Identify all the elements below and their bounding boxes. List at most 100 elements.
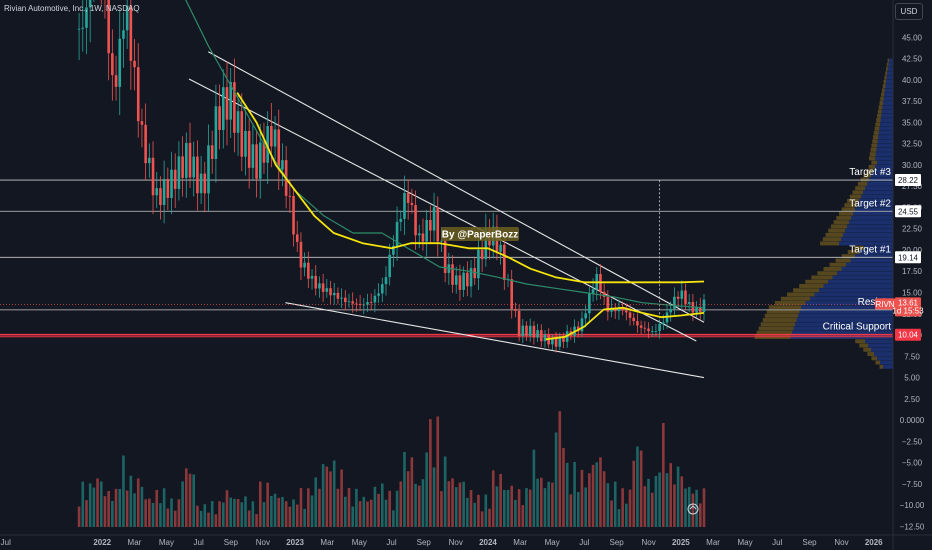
- volume-bar: [665, 473, 669, 527]
- volume-profile-bar: [865, 186, 893, 191]
- volume-bars: [77, 411, 706, 527]
- volume-bar: [517, 489, 521, 527]
- candle-body: [273, 129, 277, 147]
- candle-body: [380, 284, 384, 294]
- x-tick-label: Nov: [256, 538, 270, 547]
- volume-profile-accent: [839, 211, 853, 216]
- volume-bar: [377, 493, 380, 527]
- volume-profile-bar: [873, 169, 893, 174]
- volume-profile-bar: [875, 156, 893, 161]
- x-tick-label: May: [352, 538, 367, 547]
- candle-body: [662, 322, 665, 324]
- volume-profile-bar: [887, 67, 893, 72]
- volume-bar: [118, 488, 122, 527]
- volume-bar: [536, 478, 539, 527]
- y-tick-label: 37.50: [902, 97, 923, 106]
- candle-body: [514, 309, 517, 311]
- volume-profile-accent: [817, 271, 837, 276]
- candle-body: [517, 310, 521, 337]
- volume-bar: [284, 501, 288, 527]
- volume-bar: [355, 488, 358, 527]
- y-tick-label: 7.50: [904, 352, 920, 361]
- volume-profile-accent: [836, 215, 851, 220]
- volume-bar: [599, 457, 602, 527]
- x-tick-label: May: [738, 538, 753, 547]
- x-tick-label: Sep: [609, 538, 624, 547]
- volume-bar: [410, 457, 414, 527]
- candle-body: [366, 302, 369, 305]
- volume-profile-bar: [841, 266, 893, 271]
- volume-profile-bar: [839, 241, 893, 246]
- volume-profile-accent: [828, 228, 845, 233]
- watermark-label: By @PaperBozz: [441, 227, 519, 241]
- volume-profile-bar: [846, 262, 893, 267]
- volume-bar: [225, 490, 229, 527]
- candle-body: [617, 308, 621, 312]
- candle-body: [81, 27, 85, 29]
- candle-body: [325, 288, 329, 292]
- volume-bar: [421, 479, 425, 527]
- resistance-label: Resista: [858, 297, 892, 308]
- volume-bar: [155, 489, 159, 527]
- volume-bar: [369, 499, 373, 527]
- volume-bar: [451, 478, 454, 527]
- candle-body: [606, 296, 610, 312]
- ma-green-line: [185, 0, 705, 309]
- volume-bar: [310, 495, 314, 527]
- volume-profile-bar: [845, 228, 893, 233]
- volume-bar: [488, 508, 491, 527]
- candle-body: [536, 330, 539, 338]
- replay-icon[interactable]: [687, 503, 699, 515]
- candle-body: [310, 275, 314, 279]
- target3-label: Target #3: [849, 167, 891, 178]
- candle-body: [303, 262, 306, 268]
- level-annotations: 28.22 Target #3 24.55 Target #2 19.14 Target …: [0, 167, 924, 341]
- volume-profile-accent: [859, 343, 868, 348]
- target3-price-tag: [895, 174, 921, 187]
- volume-profile-accent: [877, 109, 882, 114]
- candle-body: [554, 337, 558, 347]
- candle-body: [77, 28, 81, 30]
- volume-profile-accent: [841, 254, 855, 259]
- volume-profile-accent: [847, 198, 859, 203]
- volume-profile-accent: [835, 258, 851, 263]
- candle-body: [477, 249, 480, 279]
- volume-bar: [218, 501, 221, 527]
- volume-profile-accent: [863, 173, 871, 178]
- volume-profile-bar: [853, 211, 893, 216]
- volume-bar: [199, 510, 203, 527]
- volume-profile-bar: [855, 207, 893, 212]
- candle-body: [510, 279, 514, 310]
- volume-profile-accent: [780, 296, 810, 301]
- volume-profile-bar: [877, 356, 893, 361]
- volume-bar: [196, 505, 199, 527]
- volume-profile-accent: [793, 288, 819, 293]
- candle-body: [314, 275, 318, 289]
- candle-body: [266, 126, 269, 163]
- current-price-tag: [895, 297, 921, 317]
- volume-bar: [336, 488, 340, 527]
- volume-bar: [392, 510, 395, 527]
- volume-profile-bar: [805, 301, 893, 305]
- currency-button[interactable]: USD: [895, 3, 923, 20]
- candle-body: [443, 240, 447, 273]
- critical-label: Critical Support: [823, 322, 892, 333]
- candle-body: [129, 5, 133, 61]
- volume-bar: [436, 416, 440, 527]
- trendline-upper-a: [208, 51, 705, 323]
- candle-body: [440, 240, 443, 242]
- volume-profile-bar: [859, 198, 893, 203]
- x-tick-label: May: [545, 538, 560, 547]
- volume-bar: [77, 506, 81, 527]
- volume-bar: [610, 500, 613, 527]
- volume-profile-accent: [844, 203, 857, 208]
- candle-body: [451, 264, 454, 285]
- x-tick-label: Sep: [417, 538, 432, 547]
- volume-profile-bar: [871, 173, 893, 178]
- volume-profile-bar: [865, 339, 893, 344]
- candle-body: [125, 5, 129, 31]
- volume-profile-accent: [849, 194, 861, 199]
- volume-bar: [266, 482, 269, 527]
- volume-profile-accent: [825, 232, 843, 237]
